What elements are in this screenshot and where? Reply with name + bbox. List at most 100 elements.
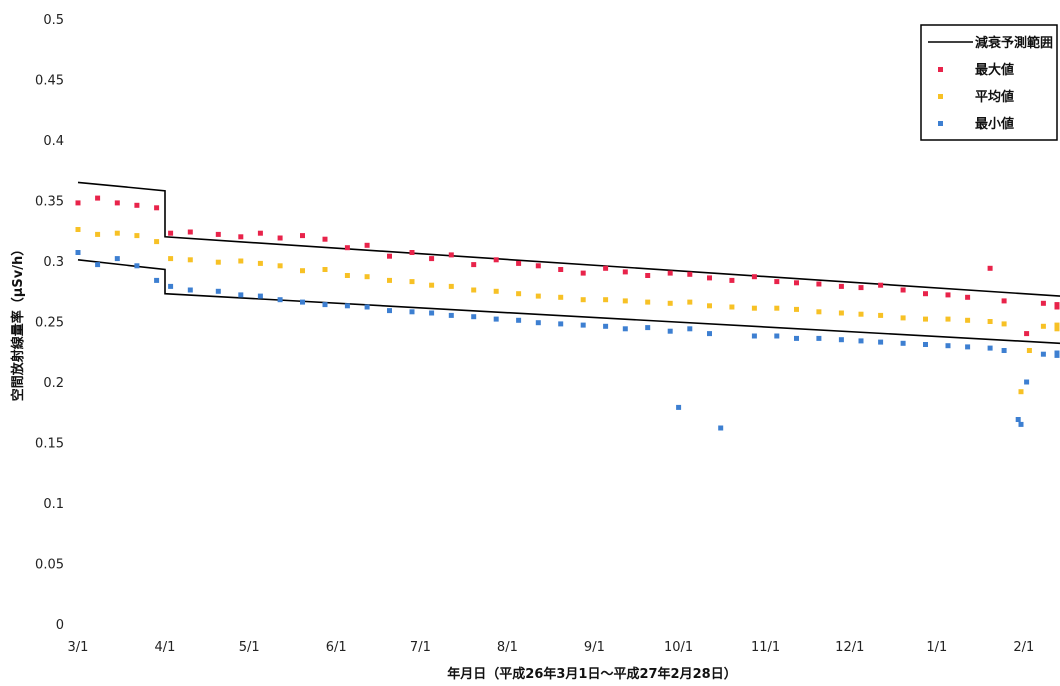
min-value-point xyxy=(277,297,283,303)
min-value-point xyxy=(816,335,822,341)
max-value-point xyxy=(900,287,906,293)
max-value-point xyxy=(95,195,101,201)
min-value-point xyxy=(493,316,499,322)
min-value-point xyxy=(667,328,673,334)
x-tick-label: 9/1 xyxy=(584,640,605,655)
min-value-point xyxy=(858,338,864,344)
x-tick-label: 10/1 xyxy=(664,640,693,655)
max-value-point xyxy=(114,200,120,206)
min-value-point xyxy=(1054,351,1060,357)
max-value-point xyxy=(364,242,370,248)
min-value-point xyxy=(238,292,244,298)
min-value-point xyxy=(718,425,724,431)
min-value-point xyxy=(1001,348,1007,353)
min-value-point xyxy=(344,303,350,309)
average-value-point xyxy=(580,297,586,303)
average-value-point xyxy=(187,257,193,263)
y-tick-label: 0.45 xyxy=(35,74,64,89)
max-value-point xyxy=(558,267,564,272)
min-value-point xyxy=(580,322,586,328)
average-value-point xyxy=(858,311,864,317)
max-value-point xyxy=(878,282,884,288)
max-value-point xyxy=(535,263,541,269)
max-value-point xyxy=(344,245,350,251)
max-value-point xyxy=(603,265,609,271)
max-value-point xyxy=(154,205,160,211)
min-value-point xyxy=(114,256,120,262)
average-value-point xyxy=(965,317,971,323)
max-value-point xyxy=(751,274,757,280)
average-value-point xyxy=(387,277,392,283)
y-axis-ticks: 0 0.05 0.1 0.15 0.2 0.25 0.3 0.35 0.4 0.45 0.5 xyxy=(35,13,64,633)
legend-label-prediction: 減衰予測範囲 xyxy=(975,35,1053,51)
max-value-point xyxy=(707,275,712,281)
legend-label-max: 最大値 xyxy=(975,62,1014,78)
average-value-point xyxy=(257,260,263,266)
max-value-point xyxy=(923,291,928,297)
max-value-point xyxy=(580,270,586,276)
average-value-point xyxy=(751,305,757,311)
max-value-point xyxy=(187,229,193,235)
max-value-point xyxy=(645,273,651,278)
min-value-point xyxy=(75,250,81,255)
min-value-point xyxy=(676,404,682,410)
average-value-point xyxy=(344,273,350,278)
x-tick-label: 12/1 xyxy=(835,640,864,655)
average-value-point xyxy=(707,303,712,309)
min-value-point xyxy=(622,326,628,332)
min-value-point xyxy=(95,262,101,268)
average-value-point xyxy=(409,279,415,285)
average-value-point xyxy=(134,233,140,239)
y-tick-label: 0.5 xyxy=(43,13,64,28)
min-value-point xyxy=(300,299,305,305)
min-value-point xyxy=(945,343,951,349)
min-value-point xyxy=(1040,351,1046,357)
average-value-point xyxy=(987,319,993,324)
min-value-point xyxy=(535,320,541,326)
prediction-band-upper xyxy=(77,181,1060,297)
average-value-point xyxy=(1026,348,1032,353)
max-value-point xyxy=(75,200,81,206)
y-tick-label: 0.25 xyxy=(35,316,64,331)
average-value-point xyxy=(558,294,564,300)
min-value-point xyxy=(878,339,884,345)
max-value-point xyxy=(622,269,628,275)
x-tick-label: 2/1 xyxy=(1013,640,1034,655)
average-value-point xyxy=(95,231,101,237)
min-value-point xyxy=(1018,421,1024,427)
min-value-point xyxy=(1015,417,1021,422)
legend-marker-avg xyxy=(938,94,943,99)
average-value-point xyxy=(429,282,435,288)
min-value-point xyxy=(838,337,844,343)
min-value-point xyxy=(168,283,174,289)
y-axis-title: 空間放射線量率（μSv/h） xyxy=(10,243,26,401)
average-value-point xyxy=(154,239,160,245)
average-value-point xyxy=(277,263,283,269)
average-value-point xyxy=(114,230,120,236)
min-value-point xyxy=(923,342,928,347)
max-value-point xyxy=(816,281,822,287)
average-value-point xyxy=(794,306,799,312)
average-value-point xyxy=(687,299,693,305)
average-value-point xyxy=(622,298,628,304)
min-value-point xyxy=(387,308,392,314)
min-value-point xyxy=(707,331,712,337)
max-value-point xyxy=(516,260,522,266)
min-value-point xyxy=(409,309,415,315)
max-value-point xyxy=(471,262,477,268)
min-value-point xyxy=(603,323,609,329)
max-value-point xyxy=(1001,298,1007,304)
average-value-point xyxy=(1040,323,1046,329)
min-value-point xyxy=(1024,379,1030,385)
max-value-point xyxy=(238,234,244,240)
min-value-point xyxy=(645,325,651,331)
max-value-point xyxy=(429,256,435,262)
max-value-point xyxy=(215,231,221,237)
max-value-point xyxy=(134,202,140,208)
min-value-point xyxy=(448,312,454,318)
y-tick-label: 0 xyxy=(56,618,64,633)
min-value-point xyxy=(364,304,370,310)
average-value-point xyxy=(448,283,454,289)
prediction-band-lower xyxy=(77,259,1060,345)
